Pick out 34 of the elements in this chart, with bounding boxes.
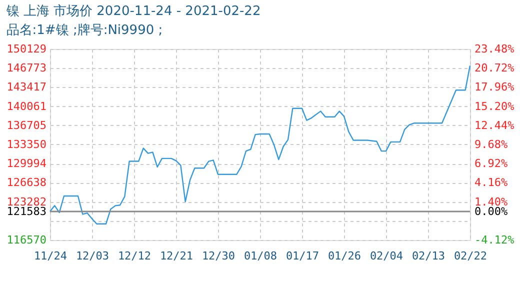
- y-tick-label: 140061: [6, 100, 46, 113]
- y2-tick-label: 0.00%: [474, 204, 508, 218]
- chart-title: 镍 上海 市场价 2020-11-24 - 2021-02-22: [5, 4, 261, 19]
- y-tick-label: 143417: [6, 80, 46, 94]
- x-tick-label: 12/30: [202, 250, 236, 262]
- y-tick-label: 126638: [6, 176, 46, 190]
- y2-tick-label: 6.92%: [474, 157, 508, 170]
- x-tick-label: 01/17: [286, 250, 320, 262]
- y2-tick-label: -4.12%: [474, 234, 515, 246]
- y-tick-label: 121583: [6, 204, 46, 218]
- y-tick-label: 133350: [6, 138, 46, 151]
- y-tick-label: 146773: [6, 62, 46, 75]
- y2-tick-label: 9.68%: [474, 138, 508, 151]
- y-tick-label: 116570: [6, 234, 46, 246]
- x-tick-label: 02/22: [454, 250, 488, 262]
- y2-tick-label: 20.72%: [474, 62, 515, 75]
- x-tick-label: 02/04: [370, 250, 404, 262]
- x-tick-label: 12/03: [76, 250, 110, 262]
- x-tick-label: 11/24: [34, 250, 68, 262]
- y-tick-label: 136705: [6, 118, 46, 132]
- y-tick-label: 150129: [6, 42, 46, 56]
- y2-tick-label: 23.48%: [474, 42, 515, 56]
- x-tick-label: 12/12: [118, 250, 152, 262]
- x-tick-label: 12/21: [160, 250, 194, 262]
- x-tick-label: 01/26: [328, 250, 362, 262]
- chart-subtitle: 品名:1#镍 ;牌号:Ni9990 ;: [6, 23, 163, 38]
- y2-tick-label: 12.44%: [474, 118, 515, 132]
- y2-tick-label: 17.96%: [474, 80, 515, 94]
- x-tick-label: 02/13: [412, 250, 446, 262]
- x-tick-label: 01/08: [244, 250, 278, 262]
- line-series: [49, 65, 471, 224]
- y2-tick-label: 4.16%: [474, 176, 508, 190]
- y2-tick-label: 15.20%: [474, 100, 515, 113]
- y-tick-label: 129994: [6, 157, 47, 170]
